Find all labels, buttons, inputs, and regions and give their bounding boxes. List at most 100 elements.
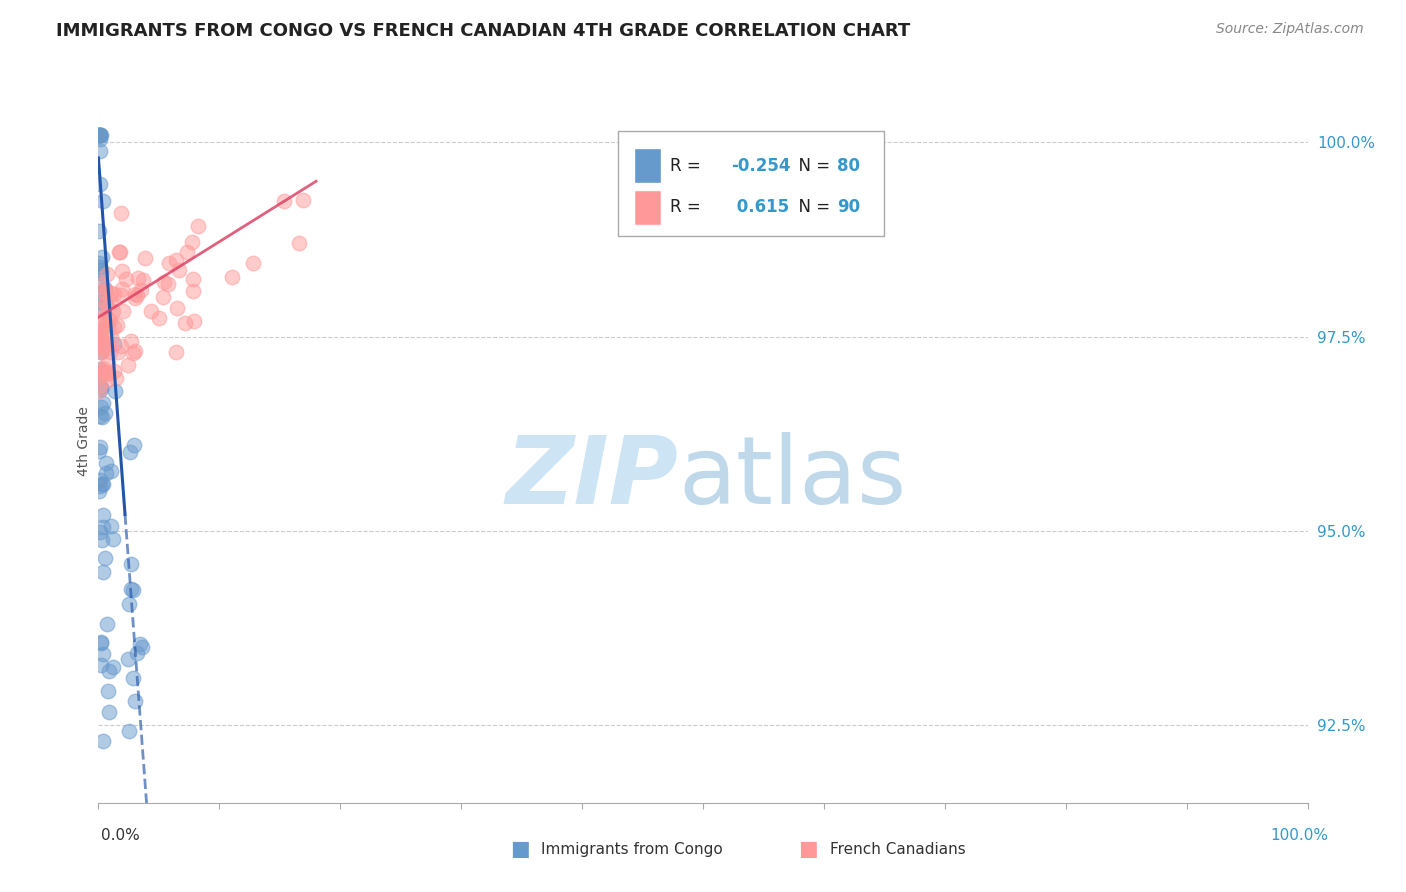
Point: [89, 368, 111, 382]
Text: R =: R =: [671, 198, 706, 217]
Point: [91, 733, 114, 747]
Point: [131, 283, 153, 297]
Point: [127, 270, 149, 285]
Point: [91, 277, 114, 291]
Point: [91, 519, 114, 533]
Point: [90, 533, 112, 547]
Point: [152, 290, 174, 304]
Point: [181, 272, 204, 286]
Text: N =: N =: [787, 198, 835, 217]
Point: [118, 597, 141, 611]
Point: [91, 360, 114, 375]
Point: [89, 128, 111, 142]
Point: [107, 244, 129, 259]
Point: [166, 301, 188, 315]
Point: [87, 330, 110, 344]
Point: [97, 664, 120, 678]
Point: [100, 285, 122, 300]
Point: [100, 464, 122, 478]
Text: 0.0%: 0.0%: [101, 828, 141, 843]
Point: [87, 334, 110, 348]
Point: [90, 636, 112, 650]
Point: [89, 177, 111, 191]
Point: [127, 288, 149, 302]
Point: [90, 284, 112, 298]
Point: [89, 332, 111, 346]
Point: [90, 635, 112, 649]
Point: [97, 337, 120, 351]
Text: ■: ■: [510, 839, 530, 859]
Point: [124, 286, 146, 301]
Point: [156, 277, 179, 291]
Point: [94, 456, 117, 470]
Point: [111, 303, 134, 318]
Point: [89, 440, 111, 454]
Point: [180, 235, 202, 250]
Point: [89, 128, 111, 143]
Point: [122, 583, 145, 598]
Point: [89, 330, 111, 344]
Point: [89, 368, 111, 383]
Point: [124, 292, 146, 306]
Point: [148, 311, 170, 326]
Point: [90, 382, 112, 396]
Point: [90, 250, 112, 264]
Point: [89, 260, 111, 274]
Text: atlas: atlas: [679, 432, 907, 524]
Point: [101, 303, 124, 318]
Point: [110, 205, 132, 219]
Point: [124, 343, 146, 358]
Point: [103, 319, 125, 334]
Point: [103, 364, 125, 378]
Point: [120, 582, 142, 596]
Point: [97, 684, 120, 698]
Point: [104, 384, 127, 398]
Point: [90, 344, 112, 359]
Point: [183, 314, 205, 328]
Point: [93, 365, 115, 379]
Point: [90, 267, 112, 281]
Point: [98, 293, 121, 308]
Point: [89, 287, 111, 301]
Point: [122, 346, 145, 360]
Point: [87, 128, 110, 142]
Point: [89, 524, 111, 539]
Point: [104, 371, 127, 385]
Point: [89, 409, 111, 424]
Text: French Canadians: French Canadians: [830, 842, 966, 856]
Point: [87, 311, 110, 326]
Point: [94, 550, 117, 565]
Point: [107, 344, 129, 359]
Point: [94, 406, 117, 420]
Point: [132, 273, 155, 287]
Point: [111, 264, 134, 278]
Point: [89, 295, 111, 310]
Point: [94, 297, 117, 311]
Point: [111, 282, 134, 296]
Point: [242, 256, 264, 270]
FancyBboxPatch shape: [634, 148, 661, 183]
Point: [97, 373, 120, 387]
Point: [117, 359, 139, 373]
Point: [174, 316, 197, 330]
Point: [90, 128, 112, 142]
Point: [97, 354, 120, 368]
Point: [221, 270, 243, 285]
Point: [96, 316, 118, 330]
Point: [90, 333, 112, 347]
Point: [108, 244, 131, 259]
Point: [89, 361, 111, 376]
Point: [165, 345, 187, 359]
Point: [118, 724, 141, 739]
Point: [273, 194, 295, 209]
Point: [100, 519, 122, 533]
Point: [94, 282, 117, 296]
Point: [181, 284, 204, 298]
Point: [89, 128, 111, 142]
Point: [120, 557, 142, 571]
Point: [90, 658, 112, 673]
Text: Source: ZipAtlas.com: Source: ZipAtlas.com: [1216, 22, 1364, 37]
FancyBboxPatch shape: [619, 131, 884, 235]
Point: [125, 647, 148, 661]
Point: [90, 477, 112, 491]
